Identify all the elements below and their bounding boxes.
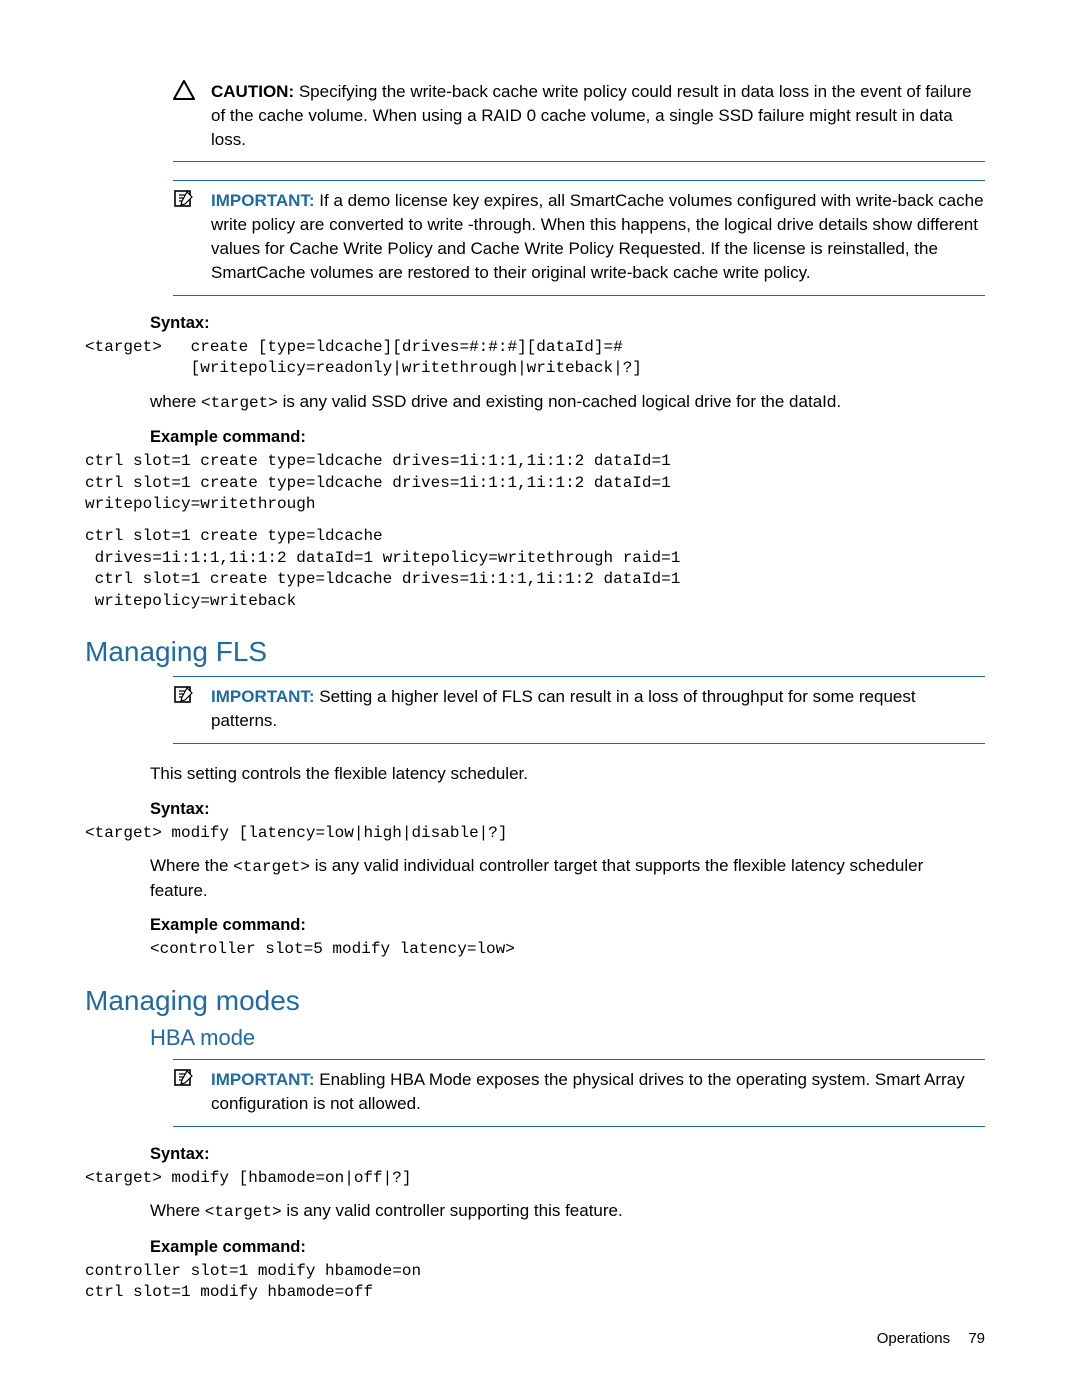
important-callout-1: IMPORTANT: If a demo license key expires…: [173, 180, 985, 295]
note-icon: [173, 189, 201, 209]
syntax-heading-hba: Syntax:: [150, 1145, 985, 1164]
syntax-heading-1: Syntax:: [150, 314, 985, 333]
where-para-hba: Where <target> is any valid controller s…: [150, 1199, 985, 1223]
caution-text: CAUTION: Specifying the write-back cache…: [201, 80, 985, 151]
fls-important-body-text: Setting a higher level of FLS can result…: [211, 687, 916, 730]
syntax-heading-fls: Syntax:: [150, 800, 985, 819]
hba-important-callout: IMPORTANT: Enabling HBA Mode exposes the…: [173, 1059, 985, 1127]
hba-important-text: IMPORTANT: Enabling HBA Mode exposes the…: [201, 1068, 985, 1116]
hba-important-label: IMPORTANT:: [211, 1070, 315, 1089]
example-code-1a: ctrl slot=1 create type=ldcache drives=1…: [85, 451, 985, 516]
managing-fls-heading: Managing FLS: [85, 636, 985, 668]
example-heading-hba: Example command:: [150, 1238, 985, 1257]
caution-icon: [173, 80, 201, 100]
note-icon: [173, 1068, 201, 1088]
hba-mode-heading: HBA mode: [150, 1025, 985, 1051]
managing-modes-heading: Managing modes: [85, 985, 985, 1017]
footer-section: Operations: [877, 1330, 950, 1347]
example-code-hba: controller slot=1 modify hbamode=on ctrl…: [85, 1261, 985, 1304]
important1-text: IMPORTANT: If a demo license key expires…: [201, 189, 985, 284]
example-code-1b: ctrl slot=1 create type=ldcache drives=1…: [85, 526, 985, 612]
fls-important-label: IMPORTANT:: [211, 687, 315, 706]
syntax-code-fls: <target> modify [latency=low|high|disabl…: [85, 823, 985, 845]
important1-body-text: If a demo license key expires, all Smart…: [211, 191, 984, 281]
fls-desc: This setting controls the flexible laten…: [150, 762, 985, 786]
fls-important-callout: IMPORTANT: Setting a higher level of FLS…: [173, 676, 985, 744]
syntax-code-1: <target> create [type=ldcache][drives=#:…: [85, 337, 985, 380]
important1-label: IMPORTANT:: [211, 191, 315, 210]
syntax-code-hba: <target> modify [hbamode=on|off|?]: [85, 1168, 985, 1190]
page-footer: Operations 79: [877, 1330, 985, 1347]
note-icon: [173, 685, 201, 705]
example-heading-1: Example command:: [150, 428, 985, 447]
caution-callout: CAUTION: Specifying the write-back cache…: [173, 80, 985, 162]
caution-label: CAUTION:: [211, 82, 294, 101]
caution-body-text: Specifying the write-back cache write po…: [211, 82, 972, 149]
example-code-fls: <controller slot=5 modify latency=low>: [150, 939, 985, 961]
where-para-fls: Where the <target> is any valid individu…: [150, 854, 985, 902]
page-container: CAUTION: Specifying the write-back cache…: [0, 0, 1080, 1397]
example-heading-fls: Example command:: [150, 916, 985, 935]
hba-important-body-text: Enabling HBA Mode exposes the physical d…: [211, 1070, 965, 1113]
where-para-1: where <target> is any valid SSD drive an…: [150, 390, 985, 414]
footer-page-number: 79: [968, 1330, 985, 1347]
fls-important-text: IMPORTANT: Setting a higher level of FLS…: [201, 685, 985, 733]
